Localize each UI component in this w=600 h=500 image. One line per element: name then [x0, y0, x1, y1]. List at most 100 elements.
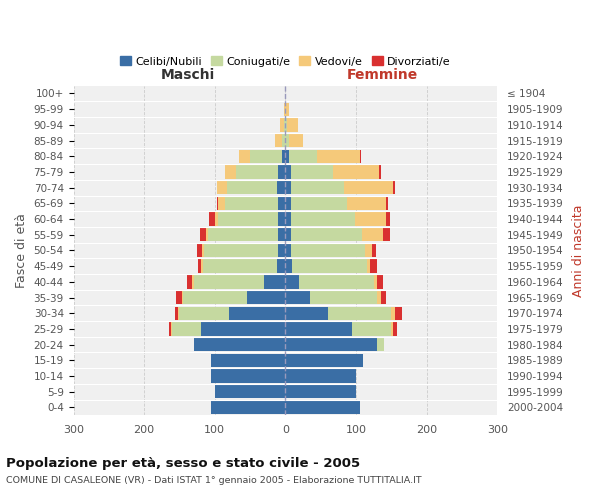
Bar — [278, 212, 286, 226]
Bar — [278, 166, 286, 178]
Y-axis label: Anni di nascita: Anni di nascita — [572, 204, 585, 296]
Bar — [286, 118, 287, 132]
Bar — [202, 244, 204, 257]
Bar — [169, 322, 171, 336]
Bar — [171, 322, 172, 336]
Bar — [209, 212, 215, 226]
Bar — [289, 134, 303, 147]
Bar — [374, 275, 377, 288]
Bar — [286, 401, 359, 414]
Bar — [218, 212, 278, 226]
Bar — [286, 212, 291, 226]
Text: COMUNE DI CASALEONE (VR) - Dati ISTAT 1° gennaio 2005 - Elaborazione TUTTITALIA.: COMUNE DI CASALEONE (VR) - Dati ISTAT 1°… — [6, 476, 422, 485]
Bar — [286, 181, 291, 194]
Bar — [226, 196, 278, 210]
Bar — [367, 260, 370, 273]
Bar — [202, 260, 203, 273]
Bar — [347, 196, 386, 210]
Bar — [178, 306, 179, 320]
Bar — [247, 291, 286, 304]
Bar — [284, 118, 286, 132]
Bar — [377, 291, 380, 304]
Bar — [187, 275, 192, 288]
Bar — [344, 181, 394, 194]
Bar — [377, 338, 384, 351]
Bar — [194, 275, 264, 288]
Bar — [391, 322, 394, 336]
Bar — [280, 118, 284, 132]
Bar — [394, 322, 397, 336]
Bar — [328, 306, 391, 320]
Bar — [229, 306, 286, 320]
Bar — [226, 166, 236, 178]
Bar — [383, 228, 390, 241]
Bar — [317, 150, 359, 163]
Bar — [286, 338, 377, 351]
Bar — [372, 244, 376, 257]
Bar — [215, 385, 286, 398]
Bar — [278, 244, 286, 257]
Bar — [172, 322, 200, 336]
Bar — [215, 212, 218, 226]
Bar — [310, 291, 377, 304]
Bar — [286, 354, 363, 367]
Bar — [286, 306, 328, 320]
Text: Popolazione per età, sesso e stato civile - 2005: Popolazione per età, sesso e stato civil… — [6, 458, 360, 470]
Bar — [287, 118, 298, 132]
Bar — [179, 306, 229, 320]
Bar — [365, 244, 372, 257]
Bar — [211, 354, 286, 367]
Bar — [203, 260, 277, 273]
Bar — [291, 196, 347, 210]
Bar — [395, 306, 402, 320]
Bar — [286, 196, 291, 210]
Bar — [277, 260, 286, 273]
Bar — [182, 291, 183, 304]
Text: Femmine: Femmine — [347, 68, 418, 82]
Bar — [284, 102, 286, 116]
Bar — [227, 181, 277, 194]
Bar — [175, 306, 178, 320]
Bar — [286, 322, 352, 336]
Bar — [278, 196, 286, 210]
Bar — [286, 134, 289, 147]
Bar — [176, 291, 182, 304]
Bar — [217, 196, 218, 210]
Bar — [286, 150, 289, 163]
Bar — [236, 166, 278, 178]
Bar — [352, 322, 391, 336]
Bar — [208, 228, 278, 241]
Bar — [286, 228, 291, 241]
Bar — [282, 150, 286, 163]
Bar — [286, 166, 291, 178]
Bar — [197, 244, 202, 257]
Bar — [377, 275, 383, 288]
Bar — [334, 166, 379, 178]
Bar — [194, 338, 286, 351]
Bar — [391, 306, 395, 320]
Bar — [286, 102, 289, 116]
Bar — [394, 181, 395, 194]
Bar — [277, 181, 286, 194]
Bar — [211, 370, 286, 382]
Bar — [359, 150, 361, 163]
Legend: Celibi/Nubili, Coniugati/e, Vedovi/e, Divorziati/e: Celibi/Nubili, Coniugati/e, Vedovi/e, Di… — [115, 52, 455, 71]
Bar — [291, 244, 365, 257]
Bar — [386, 196, 388, 210]
Bar — [291, 166, 334, 178]
Bar — [278, 228, 286, 241]
Bar — [286, 275, 299, 288]
Bar — [355, 212, 386, 226]
Bar — [370, 260, 377, 273]
Y-axis label: Fasce di età: Fasce di età — [15, 213, 28, 288]
Bar — [291, 181, 344, 194]
Bar — [275, 134, 282, 147]
Bar — [289, 150, 317, 163]
Bar — [183, 291, 247, 304]
Bar — [198, 260, 202, 273]
Bar — [264, 275, 286, 288]
Bar — [217, 181, 227, 194]
Bar — [250, 150, 282, 163]
Bar — [286, 260, 292, 273]
Bar — [200, 228, 206, 241]
